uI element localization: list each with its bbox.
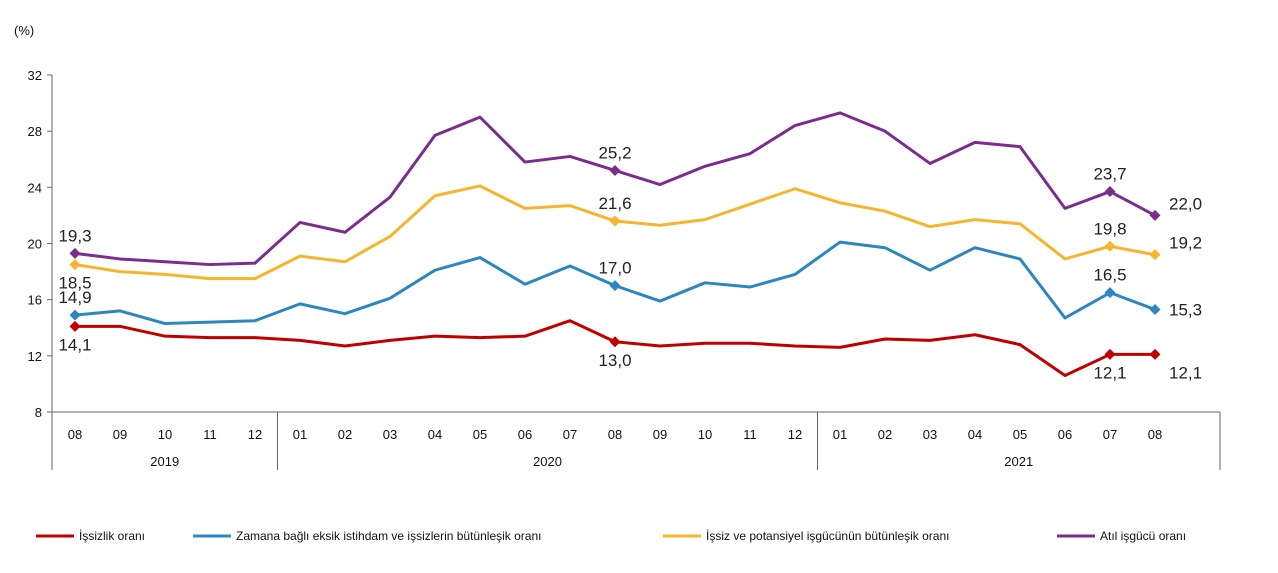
series-layer	[69, 111, 1161, 377]
data-label: 16,5	[1093, 266, 1126, 285]
data-label: 17,0	[598, 259, 631, 278]
legend-item: Atıl işgücü oranı	[1057, 529, 1186, 543]
year-label: 2021	[1004, 454, 1033, 469]
legend-label: İşsiz ve potansiyel işgücünün bütünleşik…	[706, 529, 949, 543]
data-point-marker	[69, 309, 81, 321]
data-label: 12,1	[1093, 363, 1126, 382]
legend-item: İşsizlik oranı	[36, 529, 145, 543]
data-point-marker	[1149, 303, 1161, 315]
series-line	[74, 111, 1156, 267]
data-label: 14,9	[58, 288, 91, 307]
x-tick-label: 06	[1058, 427, 1072, 442]
year-label: 2019	[150, 454, 179, 469]
legend-label: Zamana bağlı eksik istihdam ve işsizleri…	[236, 529, 541, 543]
x-tick-label: 09	[113, 427, 127, 442]
data-labels: 14,1 13,0 12,1 12,1 14,9 17,0 16,5 15,3 18,5 21,6…	[58, 143, 1202, 382]
legend-label: Atıl işgücü oranı	[1100, 529, 1186, 543]
data-label: 19,3	[58, 226, 91, 245]
x-tick-label: 06	[518, 427, 532, 442]
axes: 8 12 16 20 24 28 32 08 09 10 11 12 01 02 03 04 05 06 07 08 0…	[28, 68, 1221, 470]
x-tick-label: 12	[248, 427, 262, 442]
data-point-marker	[1104, 186, 1116, 198]
x-tick-label: 08	[608, 427, 622, 442]
legend-label: İşsizlik oranı	[79, 529, 145, 543]
x-tick-label: 12	[788, 427, 802, 442]
x-tick-label: 01	[293, 427, 307, 442]
y-tick-label: 8	[35, 405, 42, 420]
x-tick-label: 11	[743, 427, 757, 442]
x-tick-label: 07	[563, 427, 577, 442]
data-label: 19,2	[1169, 234, 1202, 253]
data-label: 12,1	[1169, 363, 1202, 382]
data-point-marker	[1104, 348, 1116, 360]
data-point-marker	[609, 164, 621, 176]
series-3	[69, 111, 1161, 267]
series-0	[69, 319, 1161, 377]
data-point-marker	[1149, 348, 1161, 360]
x-tick-label: 04	[968, 427, 982, 442]
data-point-marker	[1149, 209, 1161, 221]
x-tick-label: 02	[338, 427, 352, 442]
data-point-marker	[69, 259, 81, 271]
x-tick-label: 03	[923, 427, 937, 442]
x-tick-label: 04	[428, 427, 442, 442]
data-point-marker	[609, 280, 621, 292]
data-label: 14,1	[58, 335, 91, 354]
data-label: 15,3	[1169, 300, 1202, 319]
data-point-marker	[69, 247, 81, 259]
x-tick-label: 08	[1148, 427, 1162, 442]
data-label: 21,6	[598, 194, 631, 213]
data-point-marker	[69, 320, 81, 332]
data-point-marker	[1149, 249, 1161, 261]
y-tick-label: 12	[28, 349, 42, 364]
data-point-marker	[1104, 287, 1116, 299]
x-tick-label: 05	[473, 427, 487, 442]
x-tick-label: 10	[698, 427, 712, 442]
x-tick-label: 10	[158, 427, 172, 442]
legend: İşsizlik oranı Zamana bağlı eksik istihda…	[36, 529, 1186, 543]
x-tick-label: 03	[383, 427, 397, 442]
legend-item: Zamana bağlı eksik istihdam ve işsizleri…	[193, 529, 541, 543]
y-unit-label: (%)	[14, 23, 34, 38]
y-tick-label: 32	[28, 68, 42, 83]
data-label: 13,0	[598, 351, 631, 370]
y-tick-label: 28	[28, 124, 42, 139]
y-tick-label: 20	[28, 237, 42, 252]
year-label: 2020	[533, 454, 562, 469]
y-tick-label: 16	[28, 293, 42, 308]
data-label: 22,0	[1169, 194, 1202, 213]
data-label: 19,8	[1093, 219, 1126, 238]
series-1	[69, 240, 1161, 326]
data-point-marker	[609, 215, 621, 227]
series-2	[69, 184, 1161, 281]
x-tick-label: 08	[68, 427, 82, 442]
x-tick-label: 02	[878, 427, 892, 442]
legend-item: İşsiz ve potansiyel işgücünün bütünleşik…	[663, 529, 949, 543]
x-tick-label: 01	[833, 427, 847, 442]
data-label: 25,2	[598, 143, 631, 162]
x-tick-label: 11	[203, 427, 217, 442]
x-tick-label: 07	[1103, 427, 1117, 442]
x-tick-label: 05	[1013, 427, 1027, 442]
data-label: 18,5	[58, 274, 91, 293]
data-point-marker	[609, 336, 621, 348]
data-point-marker	[1104, 240, 1116, 252]
y-tick-label: 24	[28, 180, 42, 195]
data-label: 23,7	[1093, 165, 1126, 184]
x-tick-label: 09	[653, 427, 667, 442]
